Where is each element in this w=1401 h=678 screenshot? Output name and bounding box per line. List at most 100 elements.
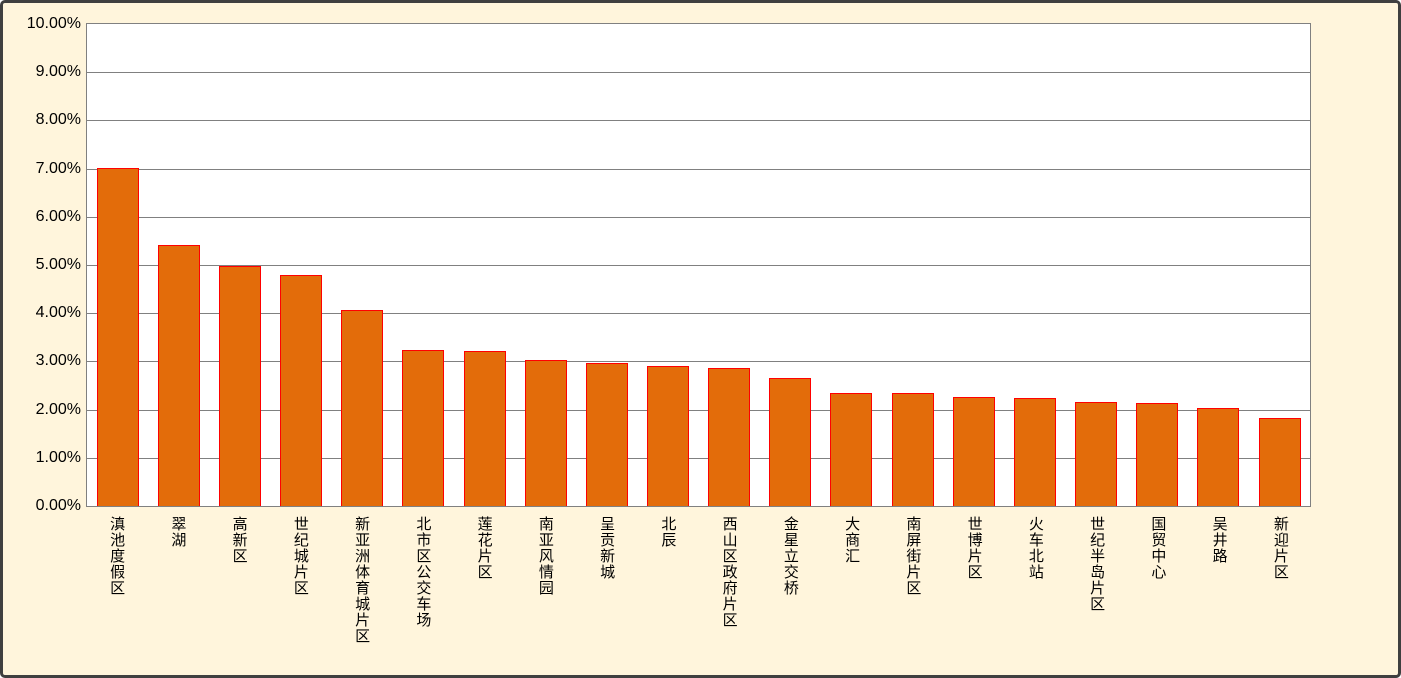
bar <box>891 392 934 506</box>
bar-slot <box>637 24 698 506</box>
x-axis-labels: 滇池度假区 翠湖 高新区 世纪城片区 新亚洲体育城片区 北市区公交车场 莲花片区 南亚风情园 呈… <box>86 516 1311 672</box>
x-label-slot: 莲花片区 <box>454 516 515 580</box>
bar-slot <box>87 24 148 506</box>
gridline <box>87 120 1310 122</box>
bar <box>769 377 812 506</box>
x-category-label: 吴井路 <box>1210 516 1228 564</box>
x-label-slot: 世纪城片区 <box>270 516 331 596</box>
x-category-label: 新亚洲体育城片区 <box>353 516 371 644</box>
gridline <box>87 409 1310 411</box>
x-category-label: 北市区公交车场 <box>414 516 432 628</box>
bar-slot <box>393 24 454 506</box>
bar-slot <box>1249 24 1310 506</box>
x-label-slot: 滇池度假区 <box>86 516 147 596</box>
x-category-label: 大商汇 <box>843 516 861 564</box>
bar <box>341 309 384 506</box>
bar-slot <box>270 24 331 506</box>
x-category-label: 莲花片区 <box>475 516 493 580</box>
bar-slot <box>515 24 576 506</box>
x-label-slot: 高新区 <box>209 516 270 564</box>
x-label-slot: 国贸中心 <box>1127 516 1188 580</box>
x-label-slot: 世纪半岛片区 <box>1066 516 1127 612</box>
gridline <box>87 457 1310 459</box>
bar-slot <box>576 24 637 506</box>
bar-slot <box>821 24 882 506</box>
gridline <box>87 361 1310 363</box>
y-tick-label: 8.00% <box>35 111 81 129</box>
y-tick-label: 7.00% <box>35 159 81 177</box>
x-label-slot: 西山区政府片区 <box>699 516 760 628</box>
x-category-label: 新迎片区 <box>1271 516 1289 580</box>
y-tick-label: 4.00% <box>35 304 81 322</box>
bar-slot <box>1066 24 1127 506</box>
bar-slot <box>332 24 393 506</box>
y-tick-label: 0.00% <box>35 497 81 514</box>
x-category-label: 滇池度假区 <box>108 516 126 596</box>
gridline <box>87 313 1310 315</box>
gridline <box>87 265 1310 266</box>
bar <box>218 266 261 506</box>
x-category-label: 世博片区 <box>965 516 983 580</box>
y-tick-label: 1.00% <box>35 448 81 466</box>
y-tick-label: 10.00% <box>26 15 81 32</box>
gridline <box>87 168 1310 170</box>
bar <box>1136 402 1179 506</box>
bar <box>157 244 200 506</box>
bar <box>646 366 689 506</box>
x-label-slot: 大商汇 <box>821 516 882 564</box>
y-tick-label: 9.00% <box>35 63 81 81</box>
bar-slot <box>209 24 270 506</box>
x-category-label: 南亚风情园 <box>536 516 554 596</box>
bar <box>1075 402 1118 506</box>
bar <box>585 362 628 506</box>
plot-area <box>86 23 1311 507</box>
y-tick-label: 2.00% <box>35 400 81 418</box>
x-label-slot: 火车北站 <box>1005 516 1066 580</box>
x-category-label: 金星立交桥 <box>781 516 799 596</box>
x-category-label: 翠湖 <box>169 516 187 548</box>
bar-slot <box>1188 24 1249 506</box>
x-label-slot: 金星立交桥 <box>760 516 821 596</box>
bar <box>830 392 873 506</box>
bar <box>524 360 567 506</box>
bar-slot <box>1127 24 1188 506</box>
bar-slot <box>148 24 209 506</box>
bar-slot <box>760 24 821 506</box>
x-category-label: 火车北站 <box>1026 516 1044 580</box>
y-tick-label: 6.00% <box>35 207 81 225</box>
x-label-slot: 呈贡新城 <box>576 516 637 580</box>
bar-slot <box>943 24 1004 506</box>
x-category-label: 北辰 <box>659 516 677 548</box>
x-category-label: 西山区政府片区 <box>720 516 738 628</box>
bar <box>463 350 506 506</box>
x-label-slot: 世博片区 <box>944 516 1005 580</box>
x-category-label: 世纪城片区 <box>291 516 309 596</box>
x-label-slot: 南亚风情园 <box>515 516 576 596</box>
y-tick-label: 5.00% <box>35 256 81 273</box>
gridline <box>87 72 1310 74</box>
bar-slot <box>882 24 943 506</box>
bar-slot <box>454 24 515 506</box>
bar <box>1013 398 1056 506</box>
bar-slot <box>1004 24 1065 506</box>
x-category-label: 国贸中心 <box>1149 516 1167 580</box>
bars <box>87 24 1310 506</box>
x-category-label: 高新区 <box>230 516 248 564</box>
x-category-label: 呈贡新城 <box>598 516 616 580</box>
x-label-slot: 南屏街片区 <box>882 516 943 596</box>
bar <box>1258 418 1301 506</box>
x-label-slot: 北辰 <box>637 516 698 548</box>
bar <box>952 397 995 506</box>
bar <box>280 275 323 506</box>
bar-slot <box>699 24 760 506</box>
bar <box>708 367 751 506</box>
x-category-label: 世纪半岛片区 <box>1088 516 1106 612</box>
gridline <box>87 216 1310 218</box>
x-label-slot: 北市区公交车场 <box>392 516 453 628</box>
x-label-slot: 吴井路 <box>1189 516 1250 564</box>
y-tick-label: 3.00% <box>35 352 81 370</box>
x-label-slot: 新亚洲体育城片区 <box>331 516 392 644</box>
y-axis: 10.00% 9.00% 8.00% 7.00% 6.00% 5.00% 4.00% 3.00… <box>3 3 81 675</box>
bar <box>96 167 139 506</box>
